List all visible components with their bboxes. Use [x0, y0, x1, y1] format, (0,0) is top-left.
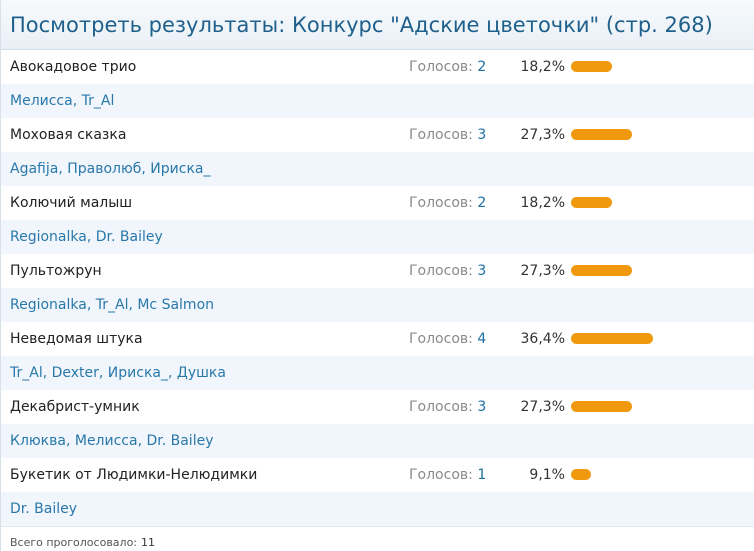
option-label: Авокадовое трио	[10, 59, 137, 75]
poll-option-row: Авокадовое трио Голосов: 2 18,2%	[1, 50, 754, 84]
voters-list[interactable]: Agafija, Праволюб, Ириска_	[10, 161, 211, 177]
poll-voters-row: Regionalka, Dr. Bailey	[1, 220, 754, 254]
option-votes: Голосов: 4	[409, 331, 499, 347]
poll-option-row: Декабрист-умник Голосов: 3 27,3%	[1, 390, 754, 424]
option-bar	[571, 61, 612, 72]
votes-label: Голосов:	[409, 195, 473, 211]
votes-count: 1	[477, 467, 487, 483]
votes-count: 3	[477, 263, 487, 279]
total-voted-label: Всего проголосовало:	[10, 536, 138, 549]
votes-label: Голосов:	[409, 127, 473, 143]
voters-list[interactable]: Regionalka, Tr_Al, Mc Salmon	[10, 297, 215, 313]
votes-count: 2	[477, 195, 487, 211]
option-votes: Голосов: 2	[409, 195, 499, 211]
poll-voters-row: Regionalka, Tr_Al, Mc Salmon	[1, 288, 754, 322]
votes-label: Голосов:	[409, 467, 473, 483]
option-bar-track	[571, 129, 721, 141]
voters-list[interactable]: Клюква, Мелисса, Dr. Bailey	[10, 433, 214, 449]
poll-voters-row: Мелисса, Tr_Al	[1, 84, 754, 118]
voters-list[interactable]: Мелисса, Tr_Al	[10, 93, 115, 109]
option-bar-track	[571, 401, 721, 413]
votes-label: Голосов:	[409, 263, 473, 279]
option-percent: 18,2%	[520, 195, 565, 211]
option-bar-track	[571, 469, 721, 481]
option-label: Букетик от Людимки-Нелюдимки	[10, 467, 258, 483]
total-voted-count: 11	[141, 536, 156, 549]
voters-list[interactable]: Dr. Bailey	[10, 501, 78, 517]
option-votes: Голосов: 3	[409, 263, 499, 279]
voters-list[interactable]: Tr_Al, Dexter, Ириска_, Душка	[10, 365, 226, 381]
poll-voters-row: Agafija, Праволюб, Ириска_	[1, 152, 754, 186]
poll-option-row: Моховая сказка Голосов: 3 27,3%	[1, 118, 754, 152]
poll-footer: Всего проголосовало: 11	[1, 526, 754, 551]
option-label: Декабрист-умник	[10, 399, 140, 415]
votes-label: Голосов:	[409, 59, 473, 75]
poll-option-row: Букетик от Людимки-Нелюдимки Голосов: 1 9,…	[1, 458, 754, 492]
option-percent: 36,4%	[520, 331, 565, 347]
poll-option-row: Неведомая штука Голосов: 4 36,4%	[1, 322, 754, 356]
option-label: Моховая сказка	[10, 127, 127, 143]
option-bar-track	[571, 265, 721, 277]
option-bar	[571, 333, 653, 344]
option-label: Пультожрун	[10, 263, 102, 279]
option-percent: 27,3%	[520, 399, 565, 415]
option-percent: 18,2%	[520, 59, 565, 75]
option-percent: 27,3%	[520, 127, 565, 143]
option-percent: 9,1%	[529, 467, 565, 483]
poll-voters-row: Tr_Al, Dexter, Ириска_, Душка	[1, 356, 754, 390]
votes-label: Голосов:	[409, 331, 473, 347]
option-votes: Голосов: 3	[409, 127, 499, 143]
option-votes: Голосов: 2	[409, 59, 499, 75]
option-label: Неведомая штука	[10, 331, 143, 347]
page-title: Посмотреть результаты: Конкурс "Адские ц…	[10, 12, 713, 37]
poll-option-row: Пультожрун Голосов: 3 27,3%	[1, 254, 754, 288]
option-bar	[571, 469, 591, 480]
voters-list[interactable]: Regionalka, Dr. Bailey	[10, 229, 163, 245]
votes-count: 3	[477, 127, 487, 143]
option-bar	[571, 197, 612, 208]
poll-voters-row: Клюква, Мелисса, Dr. Bailey	[1, 424, 754, 458]
option-label: Колючий малыш	[10, 195, 133, 211]
poll-voters-row: Dr. Bailey	[1, 492, 754, 526]
poll-header: Посмотреть результаты: Конкурс "Адские ц…	[1, 0, 754, 50]
poll-options-list: Авокадовое трио Голосов: 2 18,2% Мелисса, T…	[1, 50, 754, 526]
votes-count: 4	[477, 331, 487, 347]
option-bar	[571, 129, 632, 140]
poll-option-row: Колючий малыш Голосов: 2 18,2%	[1, 186, 754, 220]
option-bar	[571, 265, 632, 276]
option-votes: Голосов: 1	[409, 467, 499, 483]
votes-count: 2	[477, 59, 487, 75]
votes-count: 3	[477, 399, 487, 415]
option-bar-track	[571, 197, 721, 209]
option-bar	[571, 401, 632, 412]
option-bar-track	[571, 333, 721, 345]
votes-label: Голосов:	[409, 399, 473, 415]
option-votes: Голосов: 3	[409, 399, 499, 415]
option-bar-track	[571, 61, 721, 73]
option-percent: 27,3%	[520, 263, 565, 279]
